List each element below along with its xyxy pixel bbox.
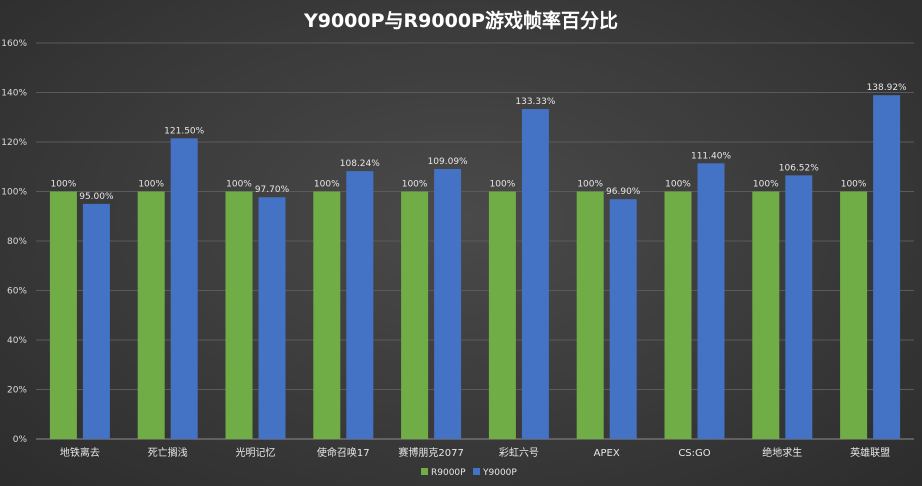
bar-r9000p <box>752 191 780 439</box>
bar-r9000p <box>576 191 604 439</box>
bar-r9000p <box>49 191 77 439</box>
data-label: 100% <box>665 180 691 190</box>
data-label: 121.50% <box>164 126 204 136</box>
y-tick-label: 80% <box>7 237 27 247</box>
data-label: 100% <box>138 180 164 190</box>
x-tick-label: APEX <box>594 448 620 459</box>
x-axis: 地铁离去 死亡搁浅 光明记忆 使命召唤17 赛博朋克2077 彩虹六号 APEX CS:GO 绝… <box>60 446 890 459</box>
y-axis: 0% 20% 40% 60% 80% 100% 120% 140% 160% <box>1 39 27 445</box>
data-label: 96.90% <box>606 187 641 197</box>
bar-y9000p <box>82 203 110 439</box>
bar-y9000p <box>609 199 637 439</box>
bar-y9000p <box>697 163 725 439</box>
bar-y9000p <box>170 138 198 439</box>
data-label: 100% <box>490 180 516 190</box>
legend-label: R9000P <box>431 468 466 478</box>
x-tick-label: 赛博朋克2077 <box>398 446 463 459</box>
data-label: 95.00% <box>79 192 114 202</box>
gridlines <box>36 42 914 440</box>
bar-r9000p <box>313 191 341 439</box>
data-label: 100% <box>841 180 867 190</box>
bar-y9000p <box>521 109 549 440</box>
data-label: 109.09% <box>428 157 468 167</box>
bar-r9000p <box>488 191 516 439</box>
legend-label: Y9000P <box>482 468 517 478</box>
legend-swatch <box>421 468 428 475</box>
y-tick-label: 160% <box>1 39 27 49</box>
bar-r9000p <box>664 191 692 439</box>
data-label: 97.70% <box>255 185 290 195</box>
y-tick-label: 140% <box>1 89 27 99</box>
y-tick-label: 40% <box>7 336 27 346</box>
chart-title: Y9000P与R9000P游戏帧率百分比 <box>303 9 618 32</box>
data-label: 100% <box>314 180 340 190</box>
data-label: 111.40% <box>691 151 731 161</box>
y-tick-label: 20% <box>7 386 27 396</box>
data-label: 108.24% <box>340 159 380 169</box>
bar-r9000p <box>137 191 165 439</box>
x-tick-label: 绝地求生 <box>762 446 802 459</box>
x-tick-label: 死亡搁浅 <box>148 446 188 459</box>
data-label: 100% <box>51 180 77 190</box>
data-label: 106.52% <box>779 163 819 173</box>
x-tick-label: 使命召唤17 <box>317 446 370 459</box>
y-tick-label: 0% <box>13 435 28 445</box>
x-tick-label: 地铁离去 <box>60 446 100 459</box>
legend-swatch <box>473 468 480 475</box>
bar-y9000p <box>434 169 462 439</box>
bar-y9000p <box>346 171 374 439</box>
legend: R9000P Y9000P <box>421 468 517 478</box>
data-label: 100% <box>402 180 428 190</box>
bar-r9000p <box>840 191 868 439</box>
y-tick-label: 120% <box>1 138 27 148</box>
x-tick-label: 英雄联盟 <box>850 446 890 459</box>
bar-y9000p <box>873 95 901 439</box>
x-tick-label: 彩虹六号 <box>499 447 539 459</box>
bar-r9000p <box>225 191 253 439</box>
y-tick-label: 60% <box>7 287 27 297</box>
bars: 100%95.00%100%121.50%100%97.70%100%108.2… <box>49 83 907 440</box>
bar-r9000p <box>401 191 429 439</box>
data-label: 100% <box>577 180 603 190</box>
y-tick-label: 100% <box>1 188 27 198</box>
data-label: 138.92% <box>867 83 907 93</box>
data-label: 133.33% <box>515 97 555 107</box>
bar-y9000p <box>785 175 813 439</box>
data-label: 100% <box>753 180 779 190</box>
x-tick-label: 光明记忆 <box>236 446 276 459</box>
data-label: 100% <box>226 180 252 190</box>
bar-y9000p <box>258 197 286 439</box>
x-tick-label: CS:GO <box>678 448 710 459</box>
